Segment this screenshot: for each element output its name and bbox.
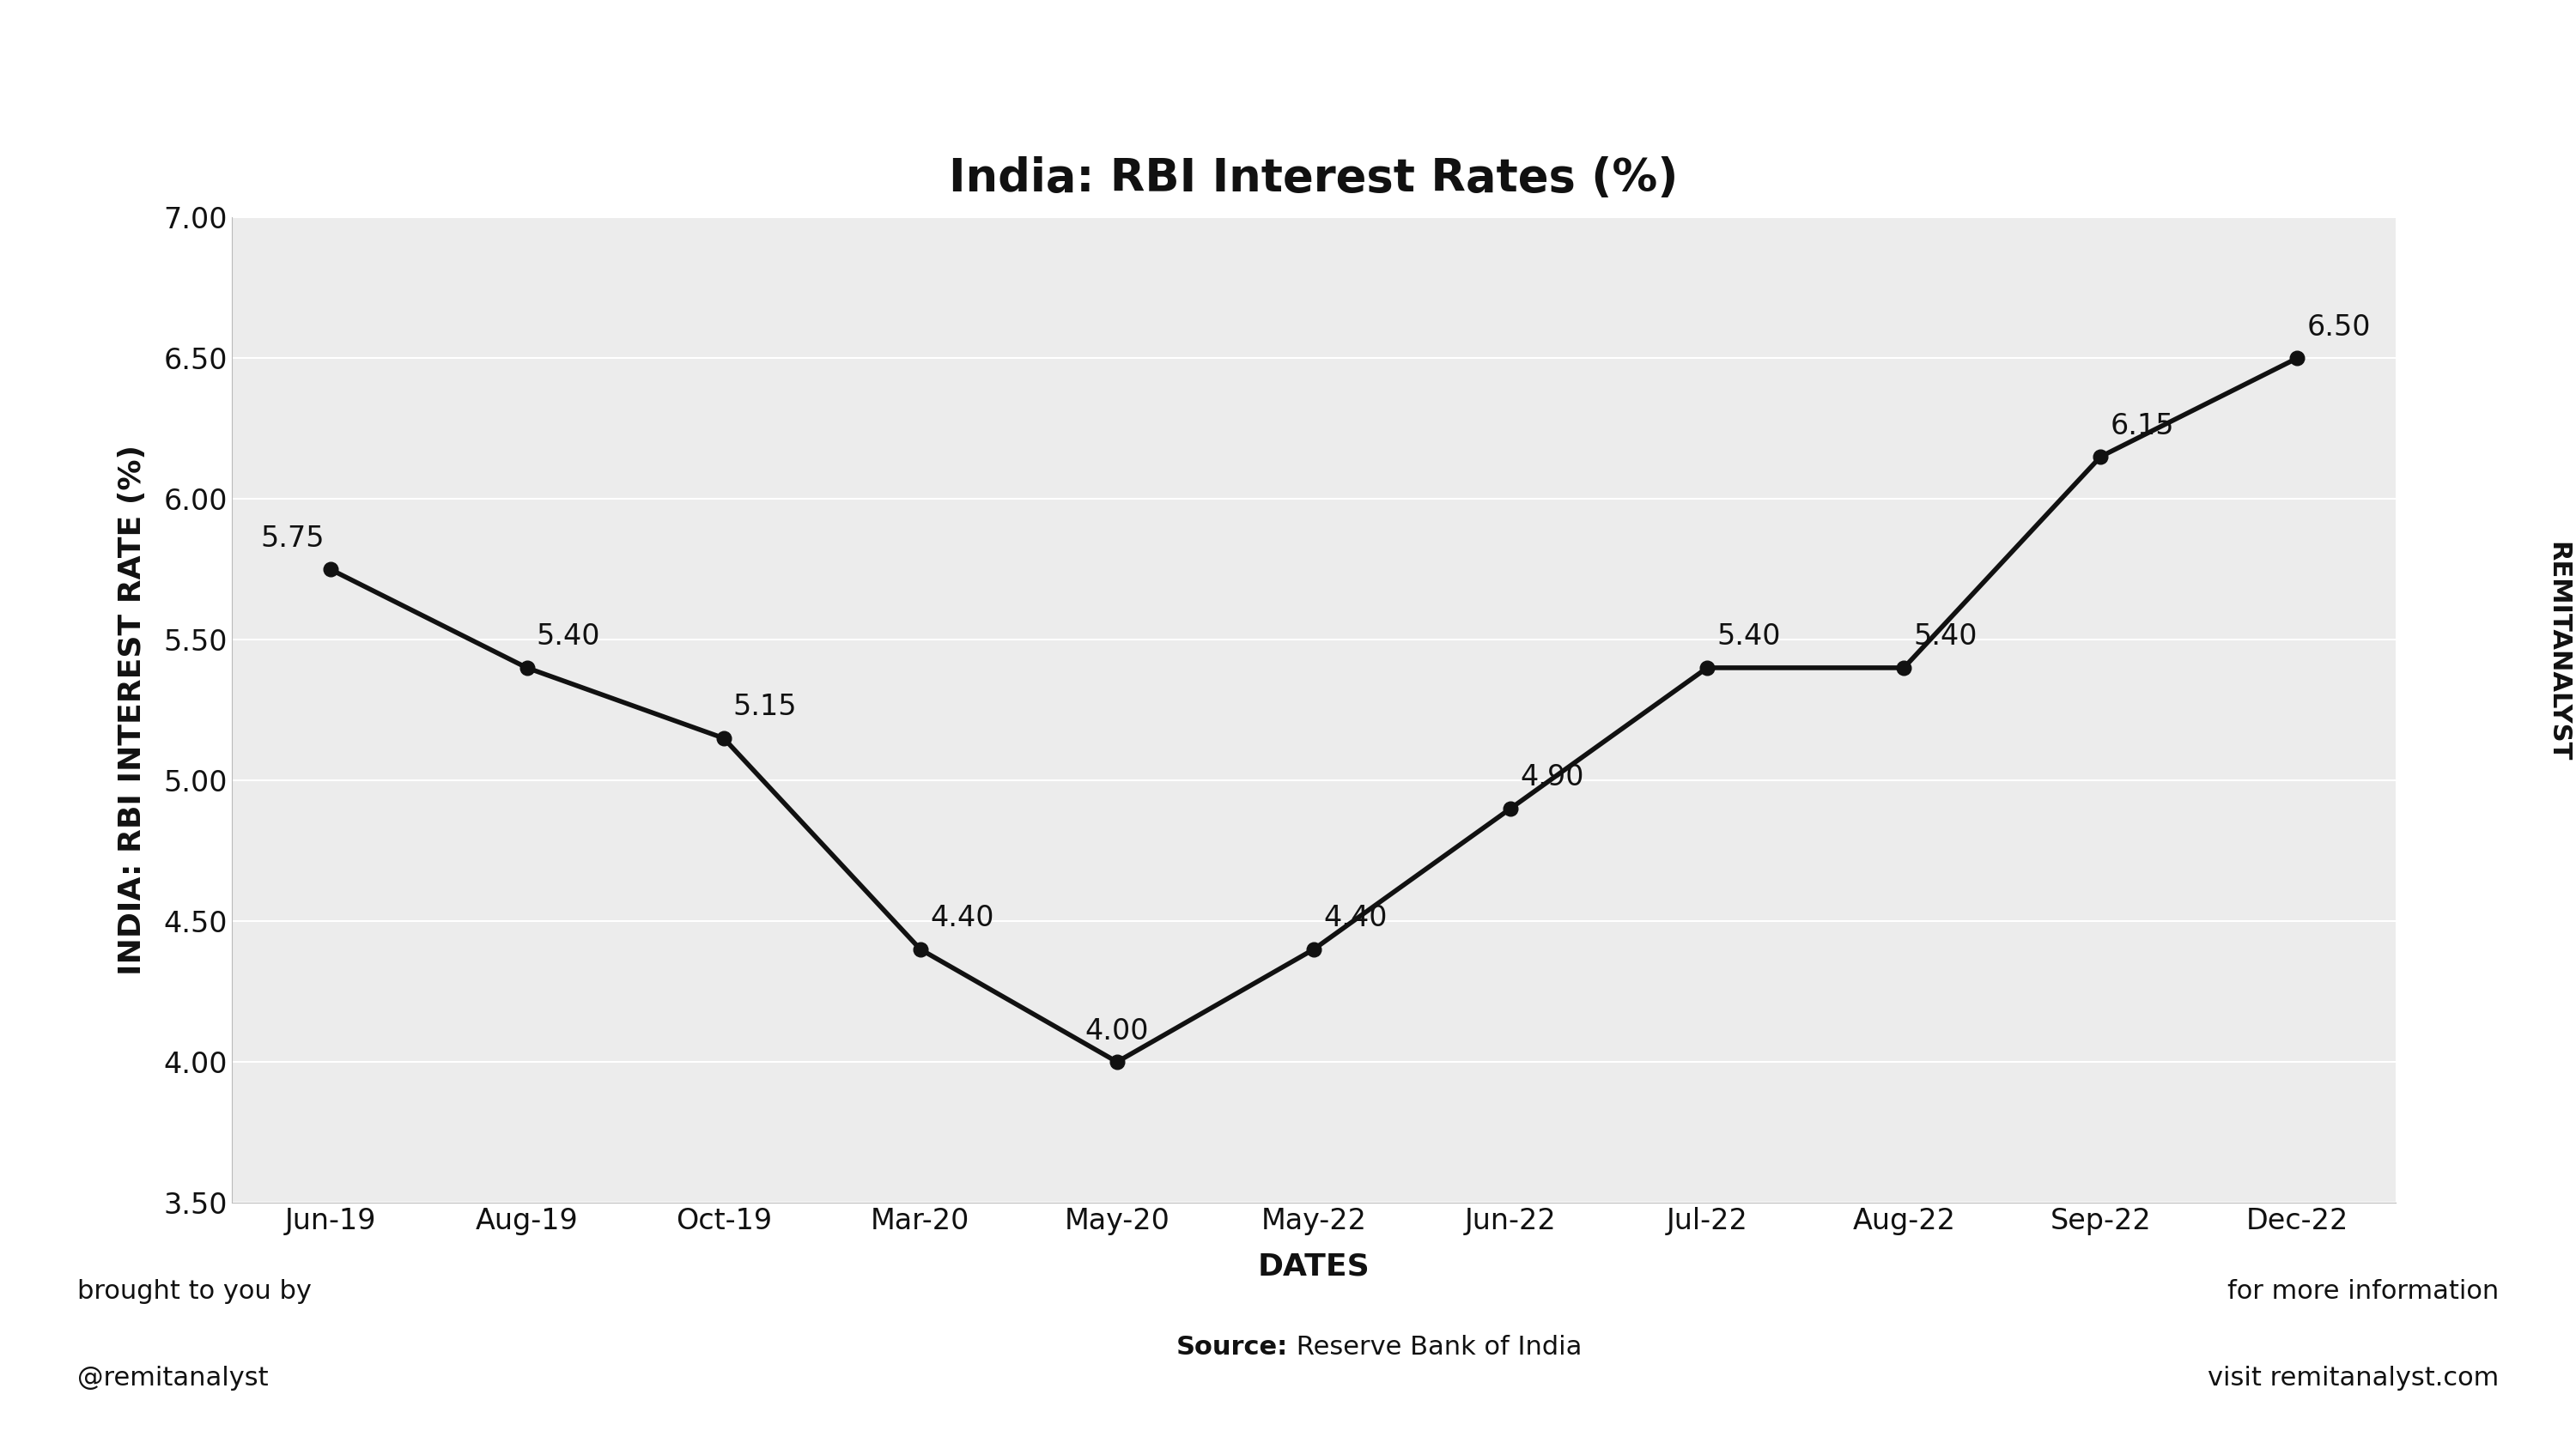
X-axis label: DATES: DATES — [1257, 1252, 1370, 1281]
Text: 4.00: 4.00 — [1084, 1017, 1149, 1045]
Text: 6.15: 6.15 — [2110, 412, 2174, 440]
Text: REMITANALYST: REMITANALYST — [2545, 542, 2571, 762]
Text: 4.40: 4.40 — [1324, 904, 1388, 933]
Text: 5.40: 5.40 — [1716, 623, 1780, 651]
Text: brought to you by: brought to you by — [77, 1279, 312, 1304]
Text: 4.40: 4.40 — [930, 904, 994, 933]
Text: 6.50: 6.50 — [2308, 313, 2370, 342]
Text: Reserve Bank of India: Reserve Bank of India — [1288, 1335, 1582, 1361]
Text: @remitanalyst: @remitanalyst — [77, 1366, 268, 1391]
Text: 5.40: 5.40 — [1914, 623, 1978, 651]
Title: India: RBI Interest Rates (%): India: RBI Interest Rates (%) — [948, 156, 1680, 200]
Text: 5.15: 5.15 — [734, 693, 796, 722]
Text: for more information: for more information — [2228, 1279, 2499, 1304]
Text: 4.90: 4.90 — [1520, 764, 1584, 791]
Y-axis label: INDIA: RBI INTEREST RATE (%): INDIA: RBI INTEREST RATE (%) — [118, 445, 147, 975]
Text: Source:: Source: — [1177, 1335, 1288, 1361]
Text: visit remitanalyst.com: visit remitanalyst.com — [2208, 1366, 2499, 1391]
Text: 5.75: 5.75 — [260, 525, 325, 552]
Text: 5.40: 5.40 — [536, 623, 600, 651]
